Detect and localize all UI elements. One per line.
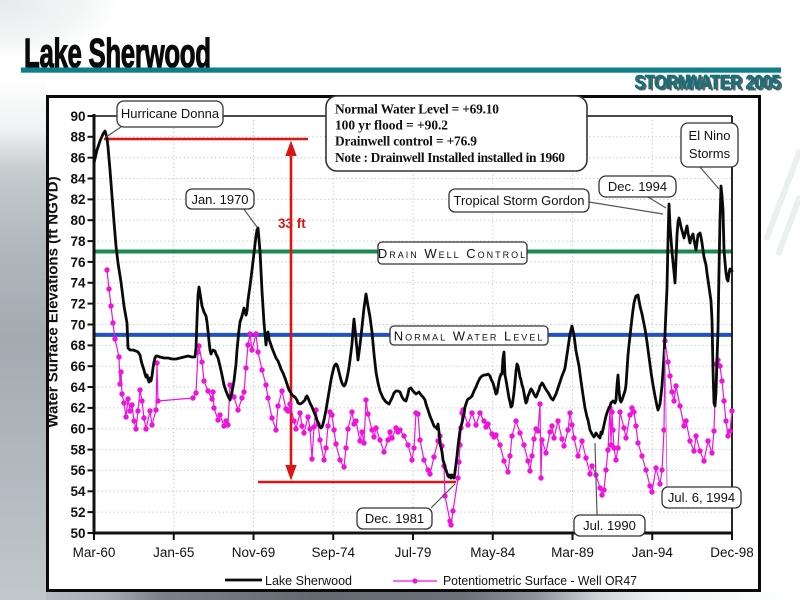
svg-text:82: 82	[70, 192, 85, 207]
svg-text:76: 76	[70, 255, 86, 270]
svg-text:64: 64	[70, 380, 86, 395]
svg-text:100 yr flood = +90.2: 100 yr flood = +90.2	[335, 118, 448, 133]
svg-text:Mar-89: Mar-89	[551, 545, 594, 560]
svg-text:62: 62	[70, 401, 85, 416]
svg-text:STORM: STORM	[634, 70, 691, 93]
svg-text:90: 90	[70, 109, 85, 124]
svg-text:STORM: STORM	[636, 72, 693, 95]
svg-text:50: 50	[70, 526, 85, 541]
svg-text:Potentiometric Surface - Well: Potentiometric Surface - Well OR47	[443, 573, 637, 588]
svg-text:88: 88	[70, 130, 86, 145]
svg-text:El Nino: El Nino	[689, 128, 731, 143]
svg-text:Drainwell control = +76.9: Drainwell control = +76.9	[335, 134, 477, 149]
svg-text:72: 72	[70, 296, 85, 311]
svg-text:May-84: May-84	[470, 545, 516, 560]
svg-text:Normal Water Level: Normal Water Level	[394, 329, 544, 344]
svg-text:70: 70	[70, 317, 85, 332]
svg-text:Note : Drainwell Installed ins: Note : Drainwell Installed installed in …	[335, 150, 565, 165]
svg-text:Jan-94: Jan-94	[632, 545, 674, 560]
svg-text:74: 74	[70, 276, 86, 291]
svg-text:Normal Water Level = +69.10: Normal Water Level = +69.10	[335, 102, 499, 117]
svg-text:80: 80	[70, 213, 85, 228]
svg-text:Lake Sherwood: Lake Sherwood	[265, 573, 352, 588]
svg-text:Jul-79: Jul-79	[395, 545, 432, 560]
svg-text:60: 60	[70, 422, 85, 437]
svg-text:54: 54	[70, 484, 86, 499]
svg-text:Jul. 1990: Jul. 1990	[583, 518, 636, 533]
svg-text:84: 84	[70, 171, 86, 186]
svg-text:WATER 2005: WATER 2005	[688, 72, 782, 95]
svg-text:33 ft: 33 ft	[278, 216, 306, 231]
svg-text:Jan-65: Jan-65	[153, 545, 194, 560]
svg-text:52: 52	[70, 505, 85, 520]
svg-text:Dec. 1994: Dec. 1994	[608, 179, 667, 194]
svg-text:Hurricane Donna: Hurricane Donna	[121, 106, 220, 121]
svg-text:Dec-98: Dec-98	[710, 545, 754, 560]
svg-text:68: 68	[70, 338, 86, 353]
svg-text:Drain Well Control: Drain Well Control	[378, 246, 527, 261]
svg-text:Water Surface Elevations (ft N: Water Surface Elevations (ft NGVD)	[45, 176, 62, 427]
svg-text:Mar-60: Mar-60	[73, 545, 116, 560]
svg-text:WATER 2005: WATER 2005	[686, 70, 780, 93]
svg-text:Tropical Storm Gordon: Tropical Storm Gordon	[453, 193, 584, 208]
svg-text:Jan. 1970: Jan. 1970	[191, 192, 248, 207]
svg-text:Storms: Storms	[689, 146, 731, 161]
svg-text:86: 86	[70, 151, 86, 166]
svg-text:Sep-74: Sep-74	[311, 545, 355, 560]
svg-text:Dec. 1981: Dec. 1981	[365, 511, 424, 526]
svg-text:56: 56	[70, 463, 86, 478]
svg-text:Jul. 6, 1994: Jul. 6, 1994	[668, 490, 735, 505]
svg-text:66: 66	[70, 359, 86, 374]
svg-text:78: 78	[70, 234, 86, 249]
svg-text:Nov-69: Nov-69	[232, 545, 276, 560]
svg-text:58: 58	[70, 442, 86, 457]
